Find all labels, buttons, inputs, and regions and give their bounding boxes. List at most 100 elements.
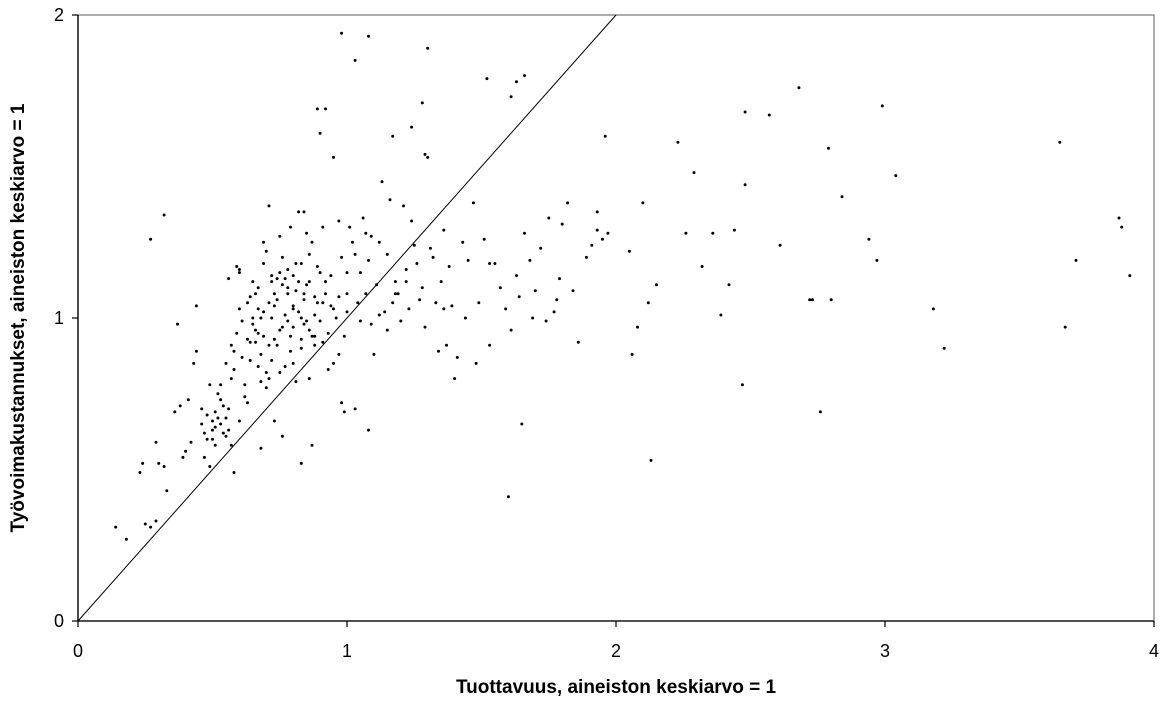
data-point <box>555 298 559 302</box>
data-point <box>264 386 268 390</box>
data-point <box>256 365 260 368</box>
data-point <box>426 155 430 159</box>
data-point <box>818 410 822 414</box>
data-point <box>315 265 319 268</box>
data-point <box>606 231 610 235</box>
data-point <box>367 258 370 262</box>
data-point <box>1063 325 1067 329</box>
data-point <box>515 274 518 278</box>
data-point <box>797 86 801 90</box>
data-point <box>305 283 309 287</box>
data-point <box>340 401 344 405</box>
data-point <box>455 355 459 359</box>
x-axis-title: Tuottavuus, aineiston keskiarvo = 1 <box>456 677 777 698</box>
data-point <box>270 274 274 278</box>
data-point <box>743 183 747 187</box>
data-point <box>213 443 217 447</box>
data-point <box>192 361 196 365</box>
data-point <box>404 280 408 284</box>
data-points <box>114 31 1132 541</box>
data-point <box>342 410 346 414</box>
data-point <box>291 274 295 278</box>
data-point <box>237 307 241 311</box>
data-point <box>211 437 214 441</box>
data-point <box>391 301 395 305</box>
data-point <box>326 368 330 371</box>
data-point <box>676 140 680 144</box>
data-point <box>299 346 303 350</box>
data-point <box>149 525 153 529</box>
data-point <box>275 298 279 302</box>
data-point <box>248 295 252 299</box>
data-point <box>157 461 161 465</box>
data-point <box>294 289 298 293</box>
data-point <box>646 301 650 305</box>
data-point <box>393 280 397 284</box>
data-point <box>399 319 403 323</box>
data-point <box>291 307 295 311</box>
data-point <box>299 262 303 265</box>
data-point <box>154 519 158 523</box>
data-point <box>437 349 440 353</box>
data-point <box>232 368 236 371</box>
data-point <box>482 237 486 241</box>
data-point <box>176 322 179 326</box>
data-point <box>240 319 244 323</box>
data-point <box>407 307 411 311</box>
data-point <box>477 301 481 305</box>
data-point <box>332 155 335 159</box>
data-point <box>641 201 645 205</box>
data-point <box>942 346 946 350</box>
data-point <box>267 377 271 381</box>
data-point <box>229 443 233 447</box>
data-point <box>114 525 118 529</box>
data-point <box>391 134 395 138</box>
data-point <box>719 313 723 317</box>
data-point <box>278 328 282 332</box>
data-point <box>423 325 427 329</box>
data-point <box>700 265 704 268</box>
data-point <box>627 249 631 253</box>
data-point <box>227 407 231 411</box>
data-point <box>1058 140 1062 144</box>
data-point <box>420 286 424 290</box>
data-point <box>566 201 570 205</box>
data-point <box>367 428 370 432</box>
data-point <box>299 337 303 341</box>
data-point <box>186 398 190 402</box>
data-point <box>654 283 658 287</box>
data-point <box>283 365 287 368</box>
data-point <box>740 383 744 387</box>
data-point <box>286 268 290 271</box>
y-tick-label: 2 <box>54 5 64 25</box>
data-point <box>880 104 884 108</box>
data-point <box>829 298 833 302</box>
data-point <box>256 331 260 335</box>
data-point <box>380 180 384 184</box>
data-point <box>256 286 260 290</box>
data-point <box>270 358 274 362</box>
data-point <box>305 319 309 323</box>
data-point <box>684 231 688 235</box>
data-point <box>256 307 260 311</box>
data-point <box>493 262 497 265</box>
x-tick-label: 4 <box>1149 641 1159 661</box>
data-point <box>369 234 373 238</box>
data-point <box>280 283 284 287</box>
data-point <box>262 240 266 244</box>
data-point <box>315 107 319 111</box>
data-point <box>1128 274 1132 278</box>
axis-ticks: 0 1 2 3 4 0 1 2 <box>54 5 1159 661</box>
data-point <box>504 307 508 311</box>
data-point <box>810 298 814 302</box>
data-point <box>523 231 526 235</box>
data-point <box>313 334 317 338</box>
data-point <box>361 216 365 220</box>
data-point <box>375 283 379 287</box>
data-point <box>1120 225 1124 229</box>
data-point <box>337 219 341 223</box>
data-point <box>340 255 344 259</box>
data-point <box>259 446 263 450</box>
data-point <box>353 58 357 62</box>
data-point <box>383 310 387 314</box>
